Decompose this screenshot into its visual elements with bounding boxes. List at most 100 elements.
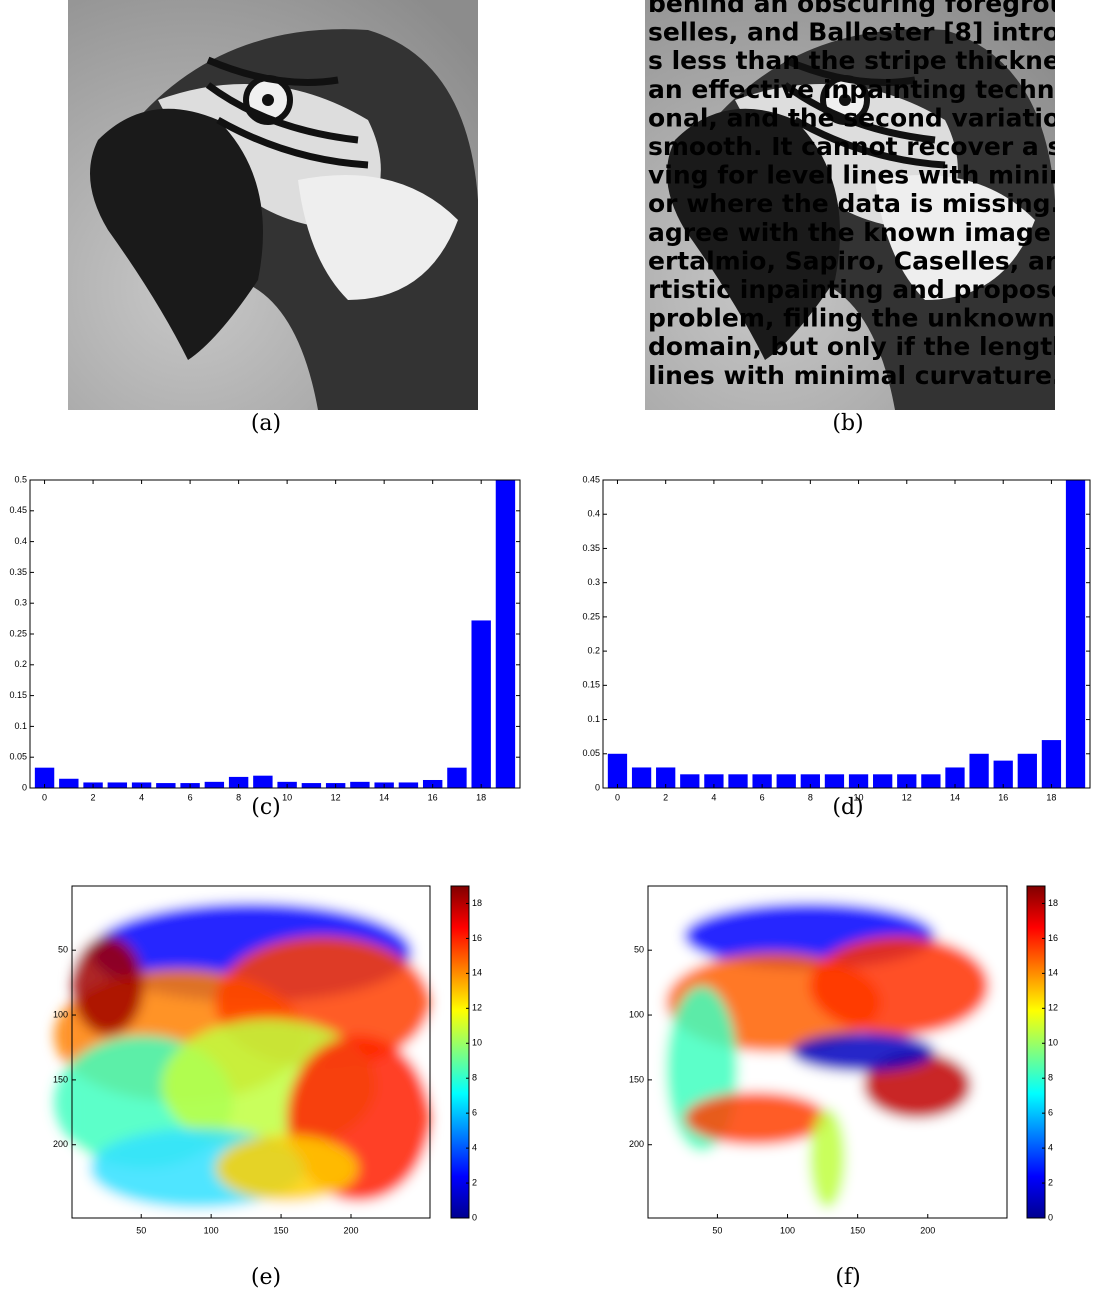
y-tick-label: 0.4 (14, 536, 27, 546)
overlay-text: selles, and Ballester [8] introduce (648, 18, 1094, 47)
colorbar-tick-label: 2 (1048, 1177, 1053, 1187)
colorbar-tick-label: 6 (1048, 1108, 1053, 1118)
x-tick-label: 200 (343, 1225, 358, 1235)
colorbar-tick-label: 4 (1048, 1142, 1053, 1152)
heatmap-region (791, 1032, 936, 1072)
caption: (c) (251, 795, 281, 820)
bar (398, 782, 419, 788)
y-tick-label: 50 (634, 945, 644, 955)
colorbar-tick-label: 8 (472, 1073, 477, 1083)
bar (1017, 753, 1037, 788)
colorbar-tick-label: 0 (1048, 1212, 1053, 1222)
colorbar-tick-label: 12 (472, 1003, 482, 1013)
bar (728, 774, 748, 788)
x-tick-label: 0 (42, 792, 47, 802)
bar (607, 753, 628, 788)
overlay-text: lines with minimal curvature. Be (648, 361, 1094, 390)
bar (495, 480, 516, 788)
x-tick-label: 8 (236, 792, 241, 802)
bar (1041, 740, 1062, 788)
y-tick-label: 0.25 (9, 628, 27, 638)
colorbar-tick-label: 0 (472, 1212, 477, 1222)
y-tick-label: 0.35 (9, 567, 27, 577)
y-tick-label: 150 (629, 1074, 644, 1084)
colorbar-tick-label: 16 (1048, 933, 1058, 943)
colorbar (1026, 885, 1046, 1219)
bar (704, 774, 724, 788)
bar (921, 774, 941, 788)
x-tick-label: 12 (902, 792, 912, 802)
bar (204, 781, 225, 788)
y-tick-label: 200 (53, 1139, 68, 1149)
bar (848, 774, 869, 788)
x-tick-label: 16 (428, 792, 438, 802)
bar (422, 779, 443, 788)
y-tick-label: 0.15 (582, 680, 600, 690)
x-tick-label: 200 (920, 1225, 935, 1235)
photo (68, 0, 478, 410)
heatmap-region (809, 935, 990, 1036)
x-tick-label: 10 (854, 792, 864, 802)
colorbar-tick-label: 16 (472, 933, 482, 943)
x-tick-label: 100 (204, 1225, 219, 1235)
x-tick-label: 18 (1046, 792, 1056, 802)
colorbar-tick-label: 10 (472, 1038, 482, 1048)
caption: (f) (835, 1265, 860, 1290)
overlay-text: onal, and the second variational (648, 103, 1094, 132)
bar (897, 774, 917, 788)
axes-frame (29, 479, 521, 789)
colorbar (450, 885, 470, 1219)
axes-frame (71, 885, 431, 1219)
bar (776, 774, 796, 788)
bar (680, 774, 700, 788)
y-tick-label: 0.45 (9, 505, 27, 515)
y-tick-label: 0.35 (582, 543, 600, 553)
caption: (e) (251, 1265, 281, 1290)
x-tick-label: 150 (850, 1225, 865, 1235)
x-tick-label: 6 (188, 792, 193, 802)
x-tick-label: 14 (379, 792, 389, 802)
caption: (d) (832, 795, 863, 820)
x-tick-label: 8 (808, 792, 813, 802)
y-tick-label: 0.3 (14, 598, 27, 608)
bar (253, 775, 273, 788)
y-tick-label: 0.25 (582, 611, 600, 621)
y-tick-label: 0.05 (582, 748, 600, 758)
y-tick-label: 0.5 (14, 474, 27, 484)
y-tick-label: 0.15 (9, 690, 27, 700)
bar (873, 774, 893, 788)
y-tick-label: 100 (629, 1009, 644, 1019)
bar (107, 782, 128, 788)
x-tick-label: 4 (711, 792, 716, 802)
y-tick-label: 100 (53, 1009, 68, 1019)
colorbar-tick-label: 18 (472, 898, 482, 908)
overlay-text: smooth. It cannot recover a ste (648, 132, 1091, 161)
overlay-text: rtistic inpainting and proposed an (648, 275, 1094, 304)
y-tick-label: 0.1 (587, 714, 600, 724)
colorbar-tick-label: 18 (1048, 898, 1058, 908)
colorbar-tick-label: 14 (472, 968, 482, 978)
heatmap-region (72, 935, 144, 1036)
caption: (a) (251, 411, 281, 436)
y-tick-label: 0 (595, 782, 600, 792)
y-tick-label: 50 (58, 945, 68, 955)
bar (800, 774, 820, 788)
bar (156, 783, 176, 788)
y-tick-label: 0.2 (14, 659, 27, 669)
heatmap-image (648, 886, 1007, 1218)
bar (656, 767, 676, 788)
heatmap-region (215, 1135, 359, 1202)
heatmap-region (683, 1091, 828, 1145)
x-tick-label: 4 (139, 792, 144, 802)
colorbar-tick-label: 2 (472, 1177, 477, 1187)
caption: (b) (832, 411, 863, 436)
bar (471, 620, 491, 788)
heatmap-region (809, 1108, 846, 1209)
overlay-text: or where the data is missing. In (648, 189, 1094, 218)
y-tick-label: 0.2 (587, 645, 600, 655)
bar (301, 783, 322, 788)
x-tick-label: 0 (615, 792, 620, 802)
heatmap-image (54, 886, 430, 1218)
bar (59, 778, 79, 788)
